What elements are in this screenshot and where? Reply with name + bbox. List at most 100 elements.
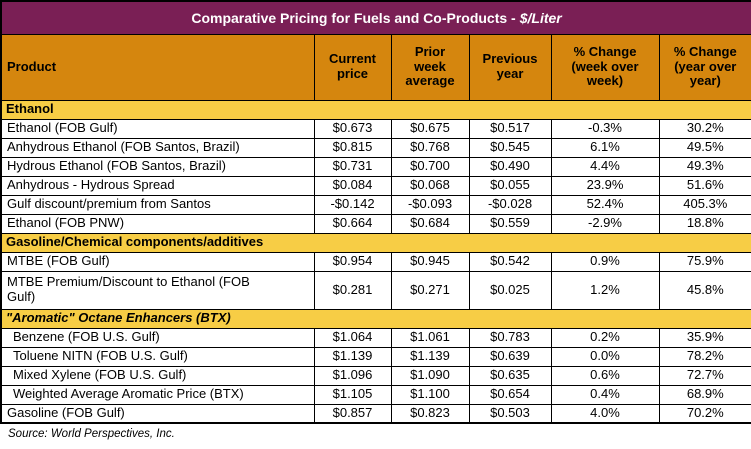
current-price-cell: $0.664 [313,213,392,234]
section-label: Gasoline/Chemical components/additives [0,232,751,253]
current-price-cell: $1.064 [313,327,392,348]
change-yoy-cell: 405.3% [658,194,751,215]
table-row: Hydrous Ethanol (FOB Santos, Brazil) $0.… [0,156,751,177]
change-yoy-cell: 30.2% [658,118,751,139]
current-price-cell: $0.731 [313,156,392,177]
previous-year-cell: $0.490 [468,156,552,177]
change-yoy-cell: 51.6% [658,175,751,196]
previous-year-cell: $0.783 [468,327,552,348]
table-title-row: Comparative Pricing for Fuels and Co-Pro… [0,0,751,35]
column-header-previous-year: Previous year [468,33,552,101]
table-title-unit: $/Liter [519,9,562,26]
prior-week-cell: $0.700 [390,156,470,177]
change-yoy-cell: 78.2% [658,346,751,367]
change-wow-cell: 0.4% [550,384,660,405]
product-cell: Anhydrous Ethanol (FOB Santos, Brazil) [0,137,315,158]
change-yoy-cell: 72.7% [658,365,751,386]
table-row: Benzene (FOB U.S. Gulf) $1.064 $1.061 $0… [0,327,751,348]
change-wow-cell: 0.0% [550,346,660,367]
product-cell: Weighted Average Aromatic Price (BTX) [0,384,315,405]
table-row: MTBE (FOB Gulf) $0.954 $0.945 $0.542 0.9… [0,251,751,272]
table-row: Ethanol (FOB Gulf) $0.673 $0.675 $0.517 … [0,118,751,139]
change-yoy-cell: 70.2% [658,403,751,424]
table-row: Anhydrous - Hydrous Spread $0.084 $0.068… [0,175,751,196]
previous-year-cell: $0.639 [468,346,552,367]
product-cell: Ethanol (FOB PNW) [0,213,315,234]
prior-week-cell: $0.675 [390,118,470,139]
prior-week-cell: $1.061 [390,327,470,348]
column-header-product: Product [0,33,315,101]
section-label: "Aromatic" Octane Enhancers (BTX) [0,308,751,329]
change-yoy-cell: 35.9% [658,327,751,348]
previous-year-cell: $0.545 [468,137,552,158]
change-yoy-cell: 45.8% [658,270,751,310]
current-price-cell: $1.139 [313,346,392,367]
current-price-cell: $0.954 [313,251,392,272]
column-header-change-yoy: % Change (year over year) [658,33,751,101]
prior-week-cell: $0.823 [390,403,470,424]
change-yoy-cell: 49.3% [658,156,751,177]
previous-year-cell: $0.635 [468,365,552,386]
prior-week-cell: $0.945 [390,251,470,272]
change-yoy-cell: 18.8% [658,213,751,234]
product-cell: Hydrous Ethanol (FOB Santos, Brazil) [0,156,315,177]
change-wow-cell: 6.1% [550,137,660,158]
prior-week-cell: $0.271 [390,270,470,310]
column-header-change-wow: % Change (week over week) [550,33,660,101]
table-row: Mixed Xylene (FOB U.S. Gulf) $1.096 $1.0… [0,365,751,386]
section-label: Ethanol [0,99,751,120]
change-yoy-cell: 75.9% [658,251,751,272]
product-cell: Gasoline (FOB Gulf) [0,403,315,424]
current-price-cell: $1.105 [313,384,392,405]
prior-week-cell: $1.139 [390,346,470,367]
previous-year-cell: -$0.028 [468,194,552,215]
change-wow-cell: -0.3% [550,118,660,139]
prior-week-cell: $1.090 [390,365,470,386]
column-header-row: Product Current price Prior week average… [0,33,751,101]
change-wow-cell: 0.2% [550,327,660,348]
previous-year-cell: $0.542 [468,251,552,272]
section-row-aromatic-btx: "Aromatic" Octane Enhancers (BTX) [0,308,751,329]
prior-week-cell: $1.100 [390,384,470,405]
change-wow-cell: 4.4% [550,156,660,177]
table-row: Anhydrous Ethanol (FOB Santos, Brazil) $… [0,137,751,158]
previous-year-cell: $0.025 [468,270,552,310]
change-wow-cell: 0.6% [550,365,660,386]
section-row-ethanol: Ethanol [0,99,751,120]
current-price-cell: $0.857 [313,403,392,424]
product-cell: MTBE (FOB Gulf) [0,251,315,272]
table-title: Comparative Pricing for Fuels and Co-Pro… [0,0,751,35]
change-wow-cell: 4.0% [550,403,660,424]
previous-year-cell: $0.559 [468,213,552,234]
table-title-text: Comparative Pricing for Fuels and Co-Pro… [191,9,516,26]
current-price-cell: $0.673 [313,118,392,139]
product-cell: Toluene NITN (FOB U.S. Gulf) [0,346,315,367]
section-row-gasoline-chemical: Gasoline/Chemical components/additives [0,232,751,253]
table-row: Weighted Average Aromatic Price (BTX) $1… [0,384,751,405]
product-cell: Ethanol (FOB Gulf) [0,118,315,139]
table-row: MTBE Premium/Discount to Ethanol (FOB Gu… [0,270,751,310]
change-yoy-cell: 49.5% [658,137,751,158]
prior-week-cell: -$0.093 [390,194,470,215]
table-row: Gasoline (FOB Gulf) $0.857 $0.823 $0.503… [0,403,751,424]
current-price-cell: $1.096 [313,365,392,386]
change-wow-cell: 1.2% [550,270,660,310]
product-cell: Mixed Xylene (FOB U.S. Gulf) [0,365,315,386]
prior-week-cell: $0.684 [390,213,470,234]
source-note: Source: World Perspectives, Inc. [8,428,175,440]
pricing-table: Comparative Pricing for Fuels and Co-Pro… [0,0,751,424]
prior-week-cell: $0.768 [390,137,470,158]
current-price-cell: -$0.142 [313,194,392,215]
current-price-cell: $0.815 [313,137,392,158]
product-cell: Benzene (FOB U.S. Gulf) [0,327,315,348]
column-header-prior-week-average: Prior week average [390,33,470,101]
change-wow-cell: 0.9% [550,251,660,272]
current-price-cell: $0.281 [313,270,392,310]
change-yoy-cell: 68.9% [658,384,751,405]
previous-year-cell: $0.503 [468,403,552,424]
change-wow-cell: 23.9% [550,175,660,196]
table-row: Toluene NITN (FOB U.S. Gulf) $1.139 $1.1… [0,346,751,367]
product-cell: MTBE Premium/Discount to Ethanol (FOB Gu… [0,270,315,310]
product-cell: Gulf discount/premium from Santos [0,194,315,215]
